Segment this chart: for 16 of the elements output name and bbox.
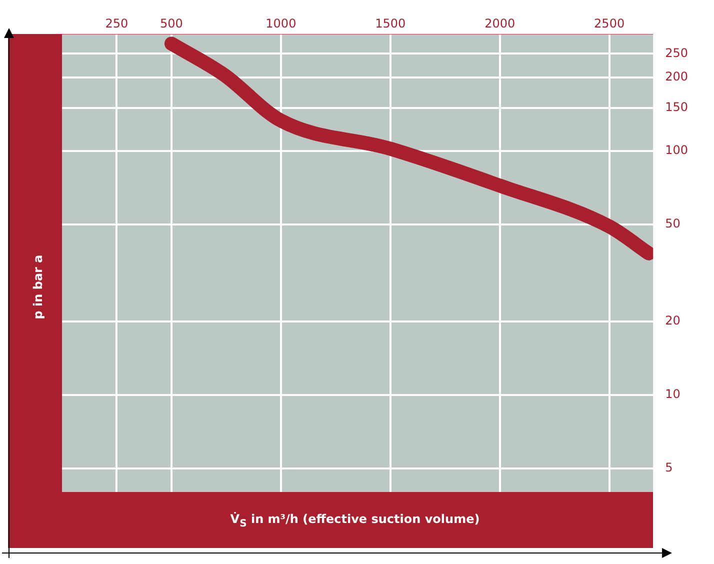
- x-tick-label: 1500: [375, 16, 406, 30]
- x-tick-label: 2000: [484, 16, 516, 30]
- y-tick-label: 50: [665, 216, 680, 230]
- y-tick-label: 100: [665, 142, 688, 157]
- y-tick-label: 250: [665, 46, 688, 60]
- y-tick-label: 20: [665, 314, 680, 328]
- y-tick-label: 150: [665, 100, 688, 114]
- y-tick-label: 200: [665, 70, 688, 84]
- x-tick-label: 250: [105, 16, 128, 30]
- x-axis-title: V̇$_{S}$ in m³/h (effective suction volume): [229, 512, 481, 530]
- x-tick-label: 1000: [266, 16, 296, 30]
- y-tick-label: 5: [665, 460, 673, 474]
- y-axis-title: p in bar a: [31, 254, 45, 322]
- y-tick-label: 10: [665, 387, 680, 402]
- x-tick-label: 2500: [594, 16, 625, 30]
- x-tick-label: 500: [160, 16, 183, 30]
